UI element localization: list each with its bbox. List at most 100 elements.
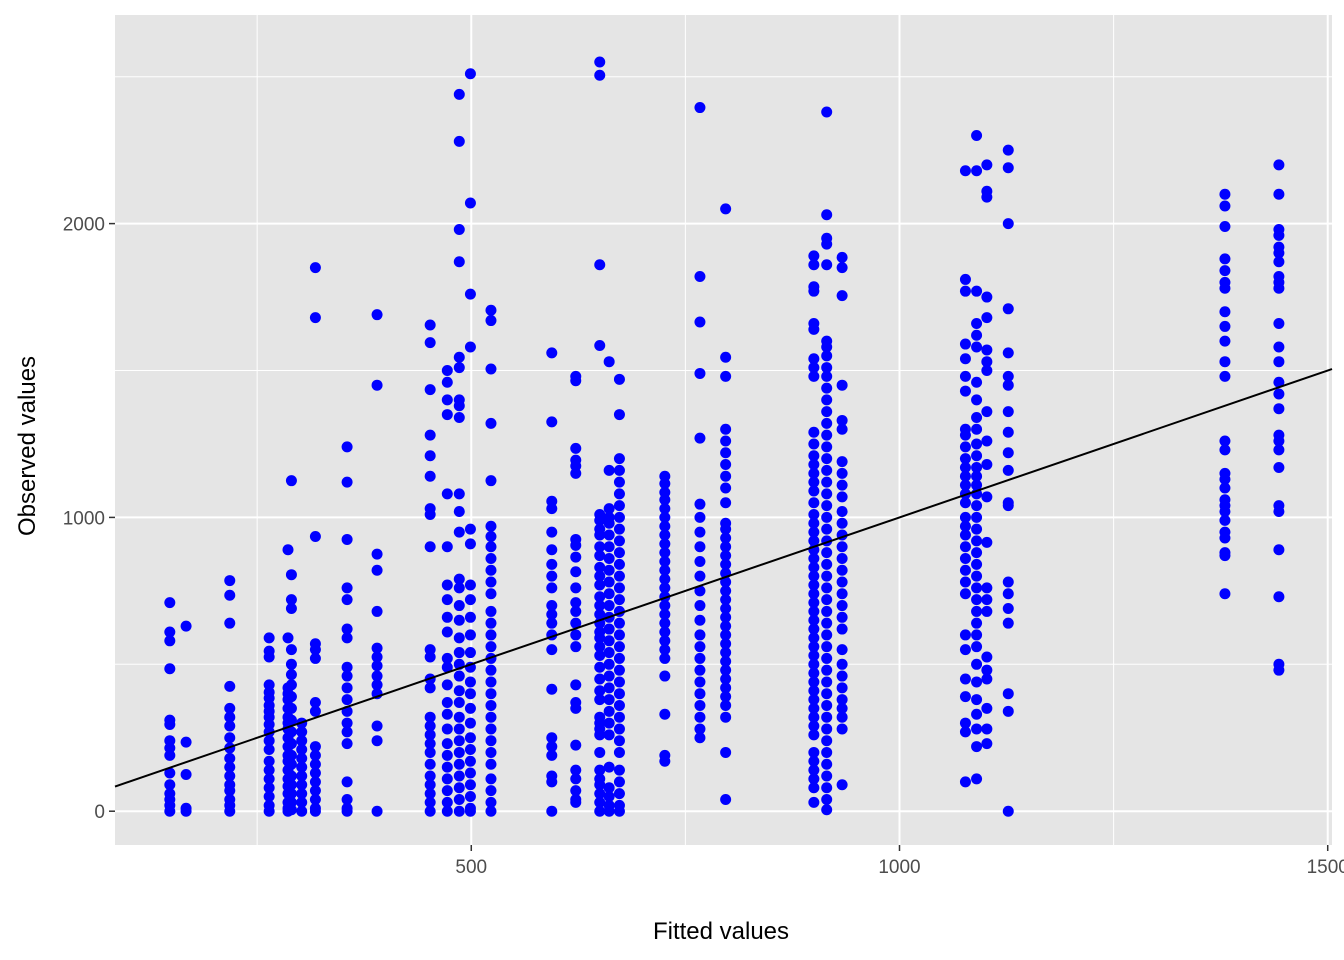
data-point: [453, 758, 465, 770]
data-point: [570, 442, 582, 454]
data-point: [464, 68, 476, 80]
data-point: [464, 791, 476, 803]
data-point: [1219, 188, 1231, 200]
data-point: [808, 426, 820, 438]
data-point: [836, 262, 848, 274]
data-point: [659, 503, 671, 515]
data-point: [285, 658, 297, 670]
data-point: [224, 761, 236, 773]
data-point: [453, 723, 465, 735]
data-point: [1273, 256, 1285, 268]
data-point: [613, 776, 625, 788]
data-point: [464, 341, 476, 353]
data-point: [263, 744, 275, 756]
data-point: [613, 547, 625, 559]
data-point: [594, 579, 606, 591]
data-point: [808, 370, 820, 382]
data-point: [821, 511, 833, 523]
data-point: [981, 459, 993, 471]
data-point: [180, 736, 192, 748]
data-point: [613, 535, 625, 547]
data-point: [836, 251, 848, 263]
data-point: [603, 729, 615, 741]
data-point: [808, 746, 820, 758]
data-point: [371, 679, 383, 691]
data-point: [1002, 379, 1014, 391]
data-point: [603, 635, 615, 647]
data-point: [546, 503, 558, 515]
data-point: [603, 576, 615, 588]
data-point: [1002, 406, 1014, 418]
data-point: [1219, 514, 1231, 526]
data-point: [1273, 317, 1285, 329]
data-point: [485, 617, 497, 629]
data-point: [613, 676, 625, 688]
data-point: [464, 755, 476, 767]
data-point: [971, 129, 983, 141]
data-point: [720, 470, 732, 482]
data-point: [309, 697, 321, 709]
data-point: [694, 432, 706, 444]
data-point: [659, 573, 671, 585]
data-point: [959, 629, 971, 641]
data-point: [603, 356, 615, 368]
data-point: [836, 491, 848, 503]
data-point: [836, 611, 848, 623]
data-point: [821, 758, 833, 770]
data-point: [570, 375, 582, 387]
data-point: [464, 538, 476, 550]
y-axis-title: Observed values: [14, 356, 41, 536]
data-point: [659, 608, 671, 620]
data-point: [821, 804, 833, 816]
data-point: [594, 514, 606, 526]
data-point: [309, 767, 321, 779]
data-point: [1219, 200, 1231, 212]
data-point: [821, 350, 833, 362]
y-tick-label: 0: [94, 802, 105, 823]
data-point: [603, 588, 615, 600]
data-point: [309, 793, 321, 805]
data-point: [453, 256, 465, 268]
data-point: [613, 652, 625, 664]
data-point: [464, 702, 476, 714]
data-point: [836, 670, 848, 682]
data-point: [485, 664, 497, 676]
data-point: [959, 441, 971, 453]
data-point: [441, 661, 453, 673]
data-point: [464, 688, 476, 700]
data-point: [285, 691, 297, 703]
data-point: [603, 503, 615, 515]
data-point: [453, 770, 465, 782]
data-point: [659, 708, 671, 720]
data-point: [808, 285, 820, 297]
data-point: [453, 573, 465, 585]
data-point: [720, 541, 732, 553]
data-point: [464, 579, 476, 591]
data-point: [570, 702, 582, 714]
data-point: [1273, 388, 1285, 400]
data-point: [224, 785, 236, 797]
data-point: [659, 626, 671, 638]
data-point: [959, 470, 971, 482]
data-point: [959, 479, 971, 491]
data-point: [424, 470, 436, 482]
data-point: [309, 776, 321, 788]
data-point: [808, 497, 820, 509]
data-point: [981, 738, 993, 750]
data-point: [224, 770, 236, 782]
data-point: [309, 644, 321, 656]
data-point: [285, 758, 297, 770]
data-point: [263, 755, 275, 767]
data-point: [341, 726, 353, 738]
data-point: [971, 773, 983, 785]
data-point: [546, 644, 558, 656]
data-point: [694, 541, 706, 553]
data-point: [981, 159, 993, 171]
data-point: [285, 644, 297, 656]
data-point: [694, 585, 706, 597]
data-point: [296, 788, 308, 800]
data-point: [309, 785, 321, 797]
data-point: [808, 755, 820, 767]
data-point: [836, 467, 848, 479]
